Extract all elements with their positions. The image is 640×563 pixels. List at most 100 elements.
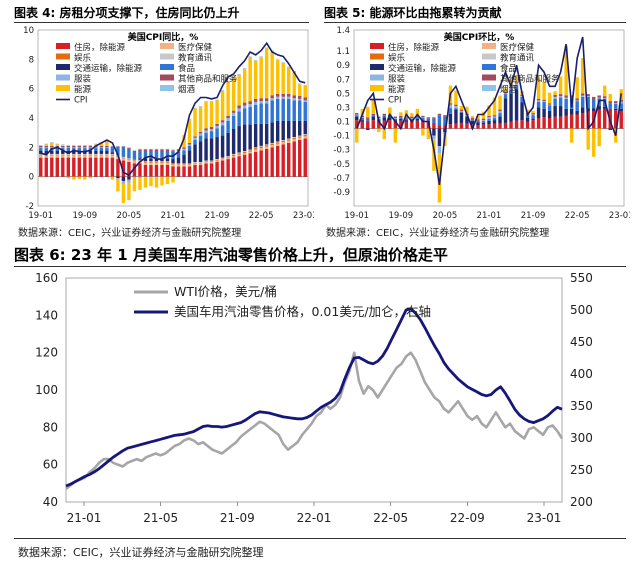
bar-other xyxy=(231,110,236,113)
bar-housing xyxy=(50,157,54,177)
legend-swatch-medical xyxy=(160,43,174,49)
bar-alcohol xyxy=(116,145,120,147)
bar-transport xyxy=(165,158,170,162)
bar-transport xyxy=(360,120,364,122)
bar-housing xyxy=(237,156,241,177)
bar-housing xyxy=(580,113,585,129)
bar-education xyxy=(176,163,181,165)
bar-apparel xyxy=(264,101,269,104)
figure-4-source: 数据来源：CEIC，兴业证券经济与金融研究院整理 xyxy=(18,228,242,239)
bar-apparel xyxy=(487,117,491,119)
bar-other xyxy=(287,93,291,97)
bar-housing xyxy=(542,117,546,129)
bar-food xyxy=(558,97,563,107)
bar-other xyxy=(536,98,541,101)
bar-transport xyxy=(536,107,541,118)
bar-food xyxy=(165,151,170,159)
bar-medical xyxy=(209,162,214,164)
bar-other xyxy=(470,118,475,120)
bar-alcohol xyxy=(248,56,252,58)
bar-transport xyxy=(558,106,563,117)
bar-alcohol xyxy=(94,143,98,145)
figure-6-label: 图表 6: xyxy=(14,246,66,264)
bar-alcohol xyxy=(193,107,197,109)
bar-apparel xyxy=(531,114,535,116)
bar-medical xyxy=(204,162,208,164)
bar-other xyxy=(553,94,557,97)
bar-apparel xyxy=(542,101,546,102)
bar-housing xyxy=(432,122,436,129)
bar-education xyxy=(121,156,126,158)
bar-transport xyxy=(204,138,208,161)
bar-medical xyxy=(72,155,76,158)
x-tick-label: 21-09 xyxy=(205,211,230,221)
bar-food xyxy=(204,132,208,139)
bar-housing xyxy=(393,121,398,129)
bar-transport xyxy=(149,158,153,162)
bar-apparel xyxy=(226,118,230,121)
bar-transport xyxy=(580,107,585,114)
bar-food xyxy=(270,100,274,123)
x-tick-label: 21-05 xyxy=(143,511,178,525)
bar-medical xyxy=(154,162,159,165)
x-tick-label: 22-05 xyxy=(249,211,274,221)
bar-apparel xyxy=(275,96,280,99)
bar-education xyxy=(138,159,142,161)
bar-food xyxy=(149,151,153,159)
bar-housing xyxy=(193,164,197,177)
bar-apparel xyxy=(193,137,197,140)
bar-housing xyxy=(303,138,307,177)
bar-alcohol xyxy=(187,118,192,120)
bar-energy xyxy=(193,108,197,137)
bar-transport xyxy=(531,118,535,121)
bar-energy xyxy=(105,141,109,146)
bar-alcohol xyxy=(287,66,291,68)
bar-apparel xyxy=(520,96,524,97)
bar-other xyxy=(531,113,535,115)
bar-education xyxy=(61,153,65,155)
bar-housing xyxy=(287,142,291,177)
bar-apparel xyxy=(143,176,148,178)
bar-energy xyxy=(465,106,469,114)
bar-apparel xyxy=(242,105,247,109)
bar-housing xyxy=(514,120,519,129)
bar-entertainment xyxy=(231,154,236,157)
bar-energy xyxy=(558,76,563,95)
bar-other xyxy=(514,82,519,84)
bar-transport xyxy=(432,128,436,136)
bar-other xyxy=(459,109,464,111)
bar-housing xyxy=(171,166,175,177)
bar-food xyxy=(421,118,425,121)
y-tick-label: -0.3 xyxy=(333,146,350,156)
figure-5-label: 图表 5: xyxy=(324,6,366,20)
bar-energy xyxy=(55,144,59,146)
cpi-line xyxy=(40,41,306,177)
bar-housing xyxy=(182,166,186,177)
bar-apparel xyxy=(614,103,618,104)
chart-title: 美国CPI环比，% xyxy=(444,31,515,43)
bar-transport xyxy=(270,122,274,143)
figure-4-title: 图表 4: 房租分项支撑下，住房同比仍上升 xyxy=(14,4,240,21)
bar-other xyxy=(253,98,258,102)
bar-medical xyxy=(55,155,59,158)
bar-food xyxy=(39,148,43,151)
bar-apparel xyxy=(597,97,601,99)
bar-entertainment xyxy=(182,164,186,165)
bar-energy xyxy=(154,177,159,188)
bar-food xyxy=(514,84,519,90)
bar-food xyxy=(355,115,359,117)
bar-transport xyxy=(575,110,579,115)
bar-energy xyxy=(377,128,381,133)
bar-energy xyxy=(542,82,546,100)
bar-medical xyxy=(94,155,98,158)
bar-apparel xyxy=(127,179,131,183)
bar-housing xyxy=(536,118,541,129)
bar-other xyxy=(569,95,574,98)
bar-food xyxy=(66,148,71,151)
bar-medical xyxy=(182,164,186,167)
series-line-wti xyxy=(65,351,564,490)
bar-apparel xyxy=(259,101,263,104)
bar-apparel xyxy=(209,129,214,132)
bar-energy xyxy=(603,85,607,97)
bar-alcohol xyxy=(66,145,71,146)
